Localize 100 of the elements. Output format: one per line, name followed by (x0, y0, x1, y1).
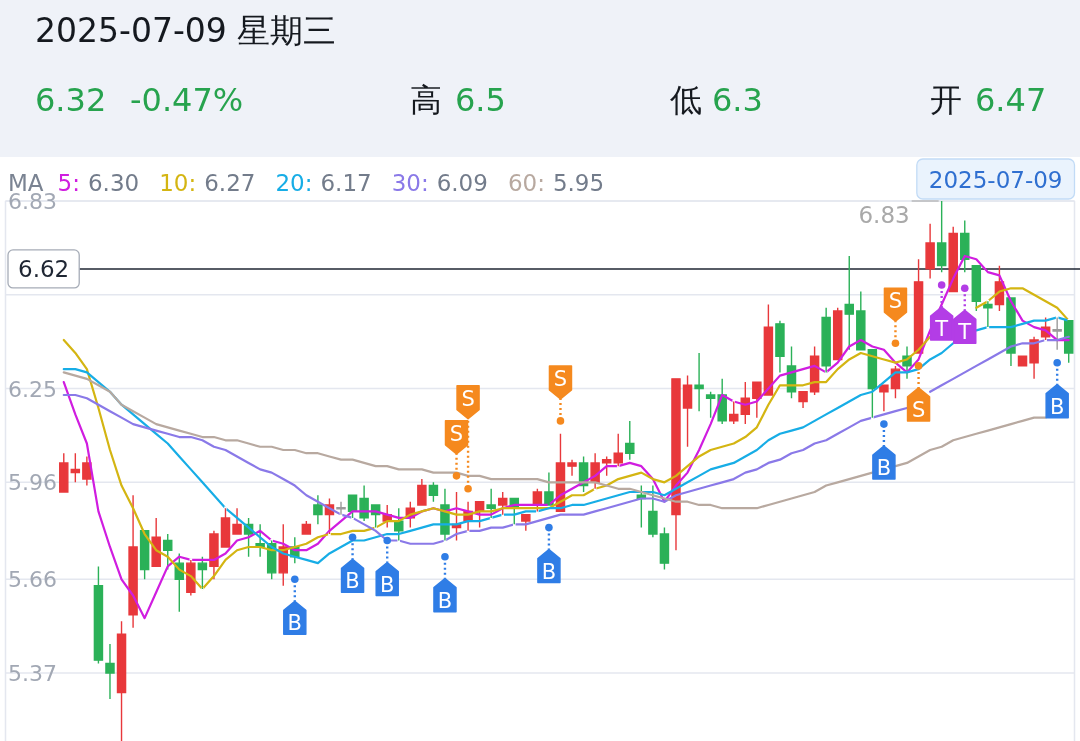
candlestick (613, 433, 623, 467)
candlestick (705, 391, 716, 419)
y-tick-label: 6.25 (8, 376, 57, 402)
text: 6.27 (204, 170, 256, 196)
candlestick (752, 381, 762, 419)
y-tick-label: 5.96 (8, 470, 57, 496)
candlestick (983, 300, 993, 328)
data-label: T (934, 317, 949, 342)
text: 60: (507, 170, 545, 196)
candlestick (601, 455, 612, 477)
text: 6.32 (35, 81, 107, 119)
candlestick (856, 290, 866, 351)
candlestick (93, 565, 104, 665)
data-label: S (888, 289, 903, 314)
candlestick (59, 452, 69, 493)
text: 6.30 (87, 170, 140, 196)
candlestick (648, 484, 658, 538)
candlestick (948, 226, 958, 293)
candlestick (220, 507, 231, 548)
candlestick (186, 559, 196, 597)
data-label: S (449, 421, 464, 446)
data-label: B (287, 611, 303, 636)
candlestick (82, 455, 92, 487)
candlestick (960, 219, 970, 273)
data-label: B (437, 588, 453, 613)
text: 30: (391, 170, 429, 196)
text: 6.5 (455, 81, 506, 119)
text: 10: (159, 170, 197, 196)
candlestick (232, 507, 242, 535)
candlestick (521, 513, 531, 532)
data-label: B (345, 569, 360, 594)
point (383, 536, 392, 545)
candlestick (844, 255, 854, 351)
data-label: S (911, 397, 926, 422)
candlestick (151, 517, 161, 568)
data-label: B (876, 456, 892, 481)
point (880, 420, 888, 428)
candlestick (313, 494, 323, 526)
text: 高 (410, 81, 442, 119)
candlestick (544, 471, 554, 506)
candlestick (428, 481, 439, 503)
text: 6.17 (320, 170, 372, 196)
text: 6.09 (436, 170, 488, 196)
candlestick (70, 452, 81, 484)
candlestick (694, 352, 704, 412)
data-label: S (553, 366, 568, 391)
point (914, 362, 923, 370)
y-tick-label: 5.37 (8, 661, 57, 687)
point (960, 284, 969, 293)
candlestick (336, 501, 346, 516)
candlestick (682, 374, 693, 448)
data-label: S (461, 386, 475, 411)
chart-title: 2025-07-09 星期三 (35, 11, 337, 50)
candlestick (417, 478, 427, 506)
candlestick (936, 200, 947, 273)
candlestick (625, 420, 635, 461)
point (452, 472, 461, 480)
text: 低 (670, 81, 702, 119)
text: 20: (275, 170, 313, 196)
candlestick (925, 222, 935, 280)
point (348, 533, 357, 542)
point (891, 339, 900, 348)
annotation: 6.83 (858, 202, 910, 228)
text: 6.47 (975, 81, 1047, 119)
candlestick (255, 523, 265, 558)
point (1053, 358, 1061, 367)
candlestick (116, 620, 127, 741)
point (545, 523, 553, 532)
data-label: B (380, 572, 395, 597)
y-tick-label: 5.66 (8, 567, 57, 593)
candlestick (821, 307, 831, 374)
data-label: B (1049, 394, 1065, 419)
candlestick (394, 507, 404, 542)
candlestick (128, 494, 138, 629)
text: 6.3 (712, 81, 763, 119)
point (556, 417, 565, 425)
candlestick (879, 384, 889, 412)
candlestick (1052, 316, 1062, 351)
candlestick (671, 378, 681, 551)
point (937, 281, 946, 289)
candlestick (1017, 355, 1028, 367)
candlestick (301, 520, 312, 535)
candlestick (659, 526, 670, 571)
point (441, 552, 449, 561)
candlestick (486, 488, 496, 519)
candlestick (197, 555, 208, 590)
candlestick (775, 319, 785, 374)
text: 开 (930, 81, 962, 119)
point (291, 575, 299, 584)
point (464, 484, 472, 493)
candlestick (1029, 336, 1039, 380)
data-label: B (541, 559, 557, 584)
candlestick (798, 391, 808, 409)
ref-line-label: 6.62 (18, 255, 70, 282)
candlestick (105, 643, 115, 700)
text: -0.47% (130, 81, 244, 119)
data-label: T (957, 320, 972, 345)
candlestick (497, 491, 508, 516)
text: 5.95 (552, 170, 605, 196)
text: 2025-07-09 (928, 167, 1063, 193)
